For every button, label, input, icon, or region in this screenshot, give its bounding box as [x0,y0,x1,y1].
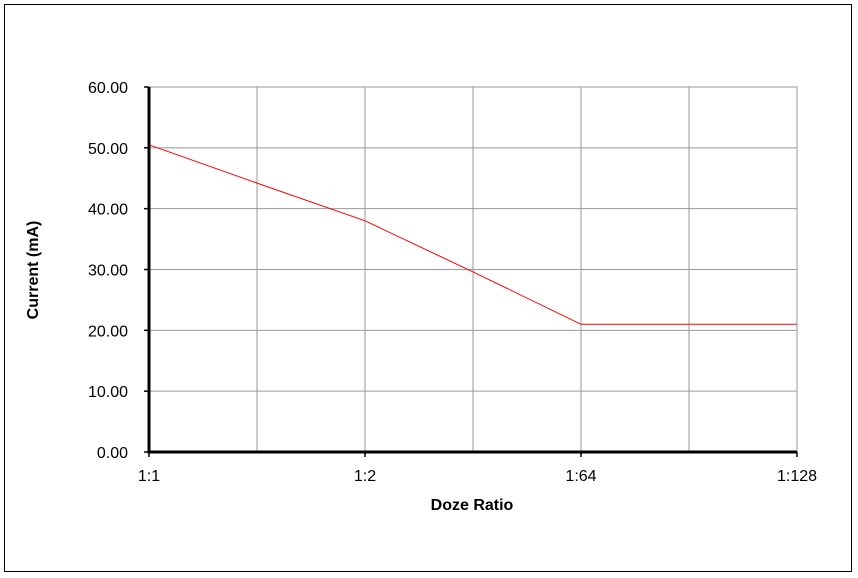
x-tick-label: 1:1 [138,468,160,485]
x-tick-label: 1:128 [777,468,817,485]
series-layer [148,144,797,325]
x-tick-label: 1:64 [565,468,596,485]
y-tick-label: 20.00 [88,323,128,340]
axes [144,86,798,457]
chart-frame [4,4,852,572]
grid [148,86,798,453]
y-tick-label: 10.00 [88,384,128,401]
x-axis-title: Doze Ratio [431,497,514,514]
x-tick-label: 1:2 [354,468,376,485]
series-line [148,144,797,325]
y-tick-label: 60.00 [88,80,128,97]
y-tick-label: 50.00 [88,141,128,158]
y-axis-title: Current (mA) [25,221,42,320]
y-tick-label: 30.00 [88,263,128,280]
y-tick-label: 40.00 [88,202,128,219]
tick-labels: 0.00 10.00 20.00 30.00 40.00 50.00 60.00 1:1 1:2… [88,80,817,485]
y-tick-label: 0.00 [97,445,128,462]
